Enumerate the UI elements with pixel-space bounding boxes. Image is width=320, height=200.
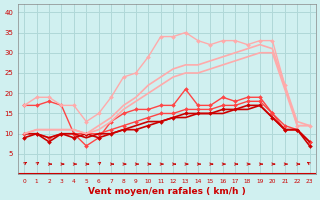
X-axis label: Vent moyen/en rafales ( km/h ): Vent moyen/en rafales ( km/h )	[88, 187, 246, 196]
